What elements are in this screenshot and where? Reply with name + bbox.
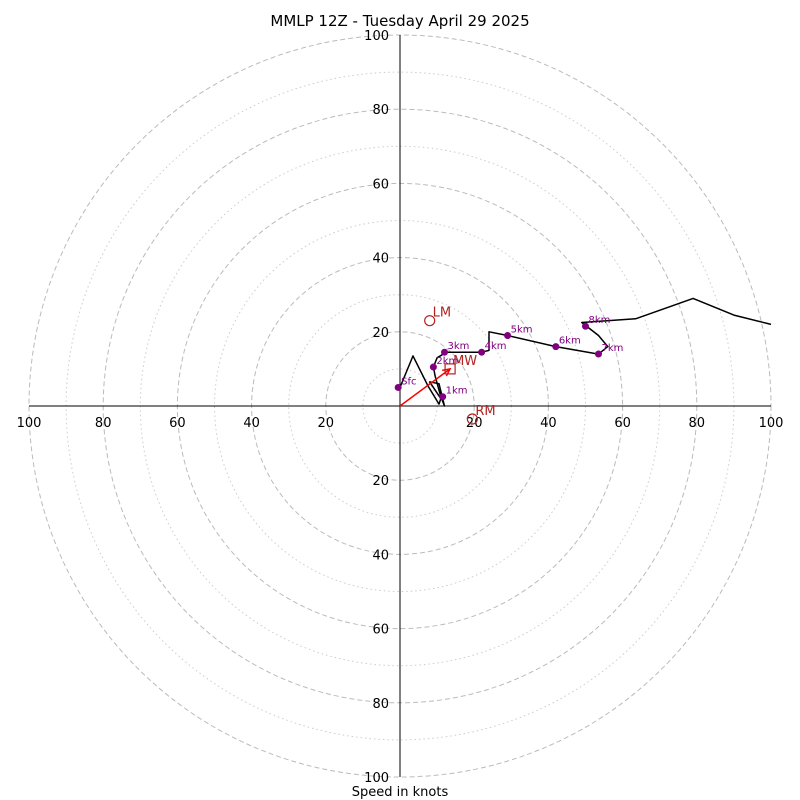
storm-motion-label: MW bbox=[453, 354, 477, 369]
height-label: Sfc bbox=[401, 376, 416, 387]
y-tick-label: 60 bbox=[372, 177, 389, 192]
storm-motion-marker bbox=[424, 315, 436, 327]
x-tick-label: 40 bbox=[243, 416, 260, 431]
storm-motion-marker bbox=[466, 413, 478, 425]
y-tick-label: 20 bbox=[372, 326, 389, 341]
x-tick-label: 40 bbox=[540, 416, 557, 431]
tick-labels: 100 80 60 40 20 20 40 60 80 100204060801002040608… bbox=[17, 29, 784, 786]
height-label: 2km bbox=[436, 356, 458, 367]
height-marker bbox=[594, 350, 602, 358]
y-tick-label: 80 bbox=[372, 103, 389, 118]
height-marker bbox=[439, 393, 447, 401]
storm-motions: LM RM MW bbox=[399, 306, 496, 425]
y-tick-label: 40 bbox=[372, 548, 389, 563]
height-marker bbox=[441, 348, 449, 356]
x-axis-label: Speed in knots bbox=[352, 785, 449, 800]
x-tick-label: 100 bbox=[17, 416, 42, 431]
height-label: 3km bbox=[448, 341, 470, 352]
height-label: 7km bbox=[601, 343, 623, 354]
x-tick-label: 60 bbox=[169, 416, 186, 431]
y-tick-label: 40 bbox=[372, 252, 389, 267]
height-label: 5km bbox=[511, 325, 533, 336]
height-marker bbox=[429, 363, 437, 371]
y-tick-label: 60 bbox=[372, 623, 389, 638]
y-tick-label: 20 bbox=[372, 474, 389, 489]
x-tick-label: 80 bbox=[95, 416, 112, 431]
y-tick-label: 100 bbox=[364, 29, 389, 44]
y-tick-label: 80 bbox=[372, 697, 389, 712]
height-label: 8km bbox=[589, 315, 611, 326]
height-marker bbox=[552, 343, 560, 351]
storm-motion-label: RM bbox=[475, 404, 495, 419]
y-tick-label: 100 bbox=[364, 771, 389, 786]
height-markers: Sfc 1km 2km 3km 4km 5km 6km 7km 8km bbox=[394, 315, 623, 401]
height-marker bbox=[504, 332, 512, 340]
height-label: 4km bbox=[485, 341, 507, 352]
x-tick-label: 20 bbox=[318, 416, 335, 431]
x-tick-label: 100 bbox=[759, 416, 784, 431]
height-label: 1km bbox=[446, 386, 468, 397]
x-tick-label: 80 bbox=[689, 416, 706, 431]
height-marker bbox=[582, 322, 589, 330]
height-marker bbox=[394, 383, 402, 391]
x-tick-label: 60 bbox=[614, 416, 631, 431]
mean-wind-vector bbox=[399, 368, 451, 407]
storm-motion-marker bbox=[444, 363, 456, 375]
storm-motion-label: LM bbox=[433, 306, 451, 321]
height-marker bbox=[478, 348, 486, 356]
chart-title: MMLP 12Z - Tuesday April 29 2025 bbox=[270, 12, 529, 30]
height-label: 6km bbox=[559, 336, 581, 347]
